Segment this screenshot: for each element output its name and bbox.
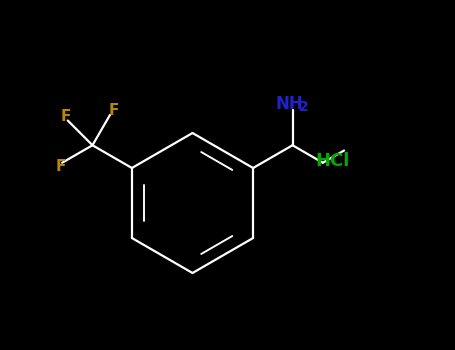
Text: F: F: [108, 103, 119, 118]
Text: NH: NH: [275, 95, 303, 113]
Text: F: F: [55, 160, 66, 174]
Text: 2: 2: [299, 100, 308, 114]
Text: F: F: [61, 109, 71, 124]
Text: HCl: HCl: [315, 152, 350, 170]
